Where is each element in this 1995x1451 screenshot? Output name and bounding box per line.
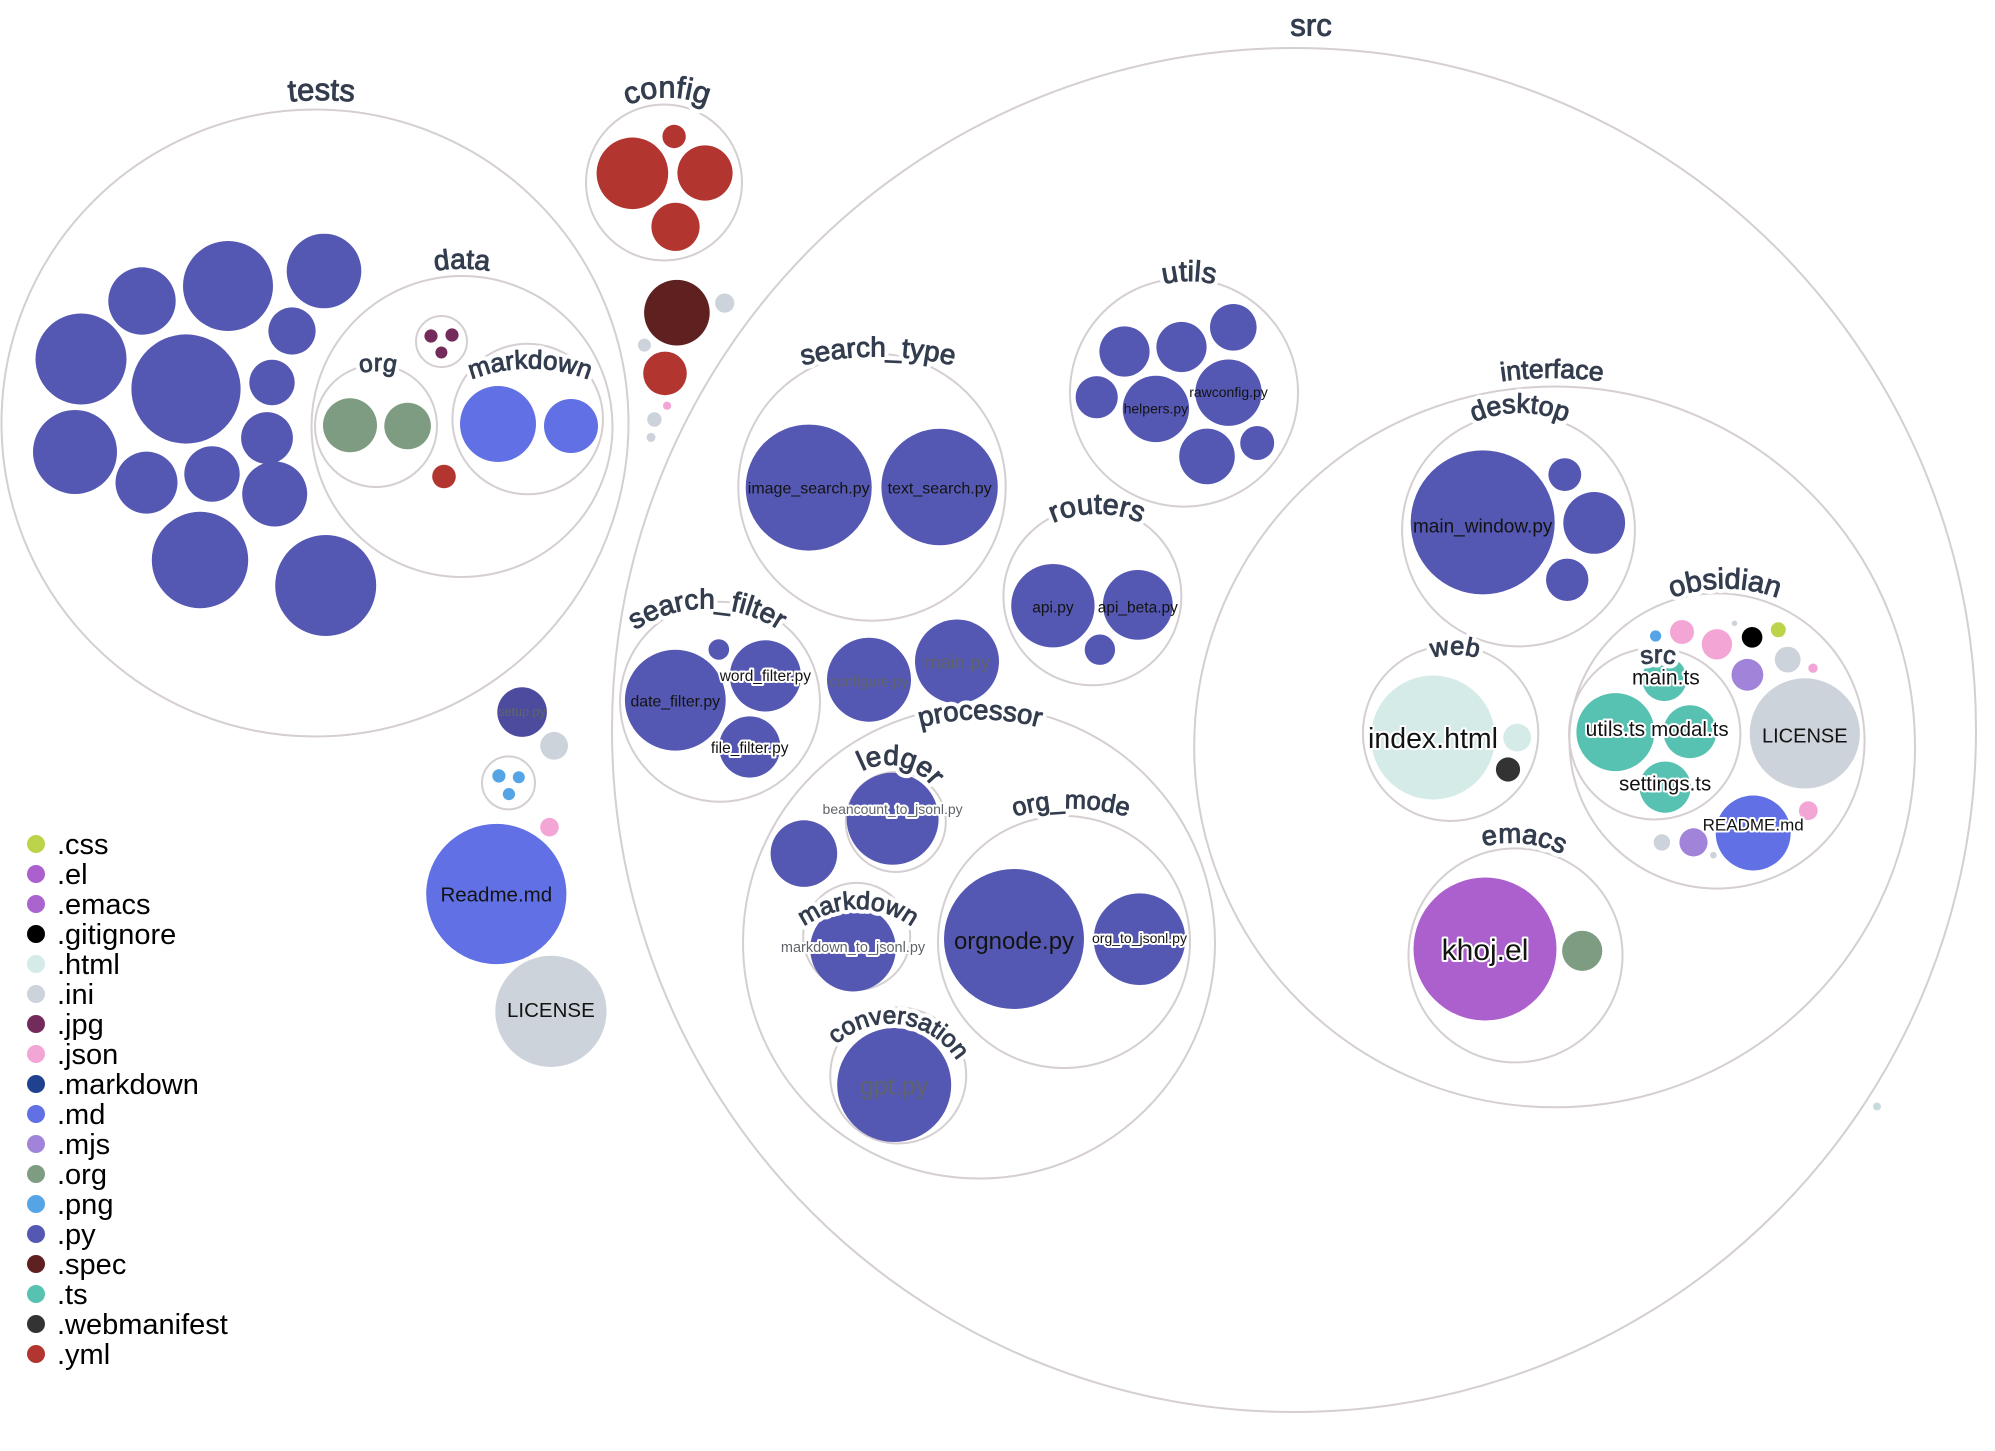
svg-text:.html: .html — [57, 949, 120, 981]
svg-text:settings.ts: settings.ts — [1619, 772, 1711, 795]
svg-text:markdown_to_jsonl.py: markdown_to_jsonl.py — [781, 940, 926, 956]
svg-text:text_search.py: text_search.py — [888, 481, 992, 498]
svg-text:orgnode.py: orgnode.py — [954, 928, 1074, 955]
svg-text:helpers.py: helpers.py — [1124, 400, 1189, 416]
svg-text:api.py: api.py — [1032, 600, 1074, 617]
svg-text:gpt.py: gpt.py — [860, 1073, 929, 1101]
svg-text:main.ts: main.ts — [1632, 667, 1700, 690]
svg-text:setup.py: setup.py — [498, 705, 546, 719]
svg-text:src: src — [1290, 8, 1332, 43]
svg-text:api_beta.py: api_beta.py — [1098, 600, 1178, 617]
svg-text:tests: tests — [286, 72, 356, 109]
svg-text:src: src — [1290, 8, 1332, 43]
svg-text:.gitignore: .gitignore — [57, 919, 176, 951]
svg-text:image_search.py: image_search.py — [748, 481, 870, 498]
svg-text:interface: interface — [1498, 354, 1605, 387]
svg-text:org_to_jsonl.py: org_to_jsonl.py — [1092, 930, 1187, 946]
svg-text:.org: .org — [57, 1159, 107, 1191]
svg-text:.emacs: .emacs — [57, 889, 150, 921]
svg-text:.py: .py — [57, 1219, 96, 1251]
svg-text:LICENSE: LICENSE — [507, 999, 595, 1022]
svg-text:LICENSE: LICENSE — [1762, 726, 1848, 748]
svg-text:.yml: .yml — [57, 1339, 110, 1371]
svg-text:org: org — [357, 350, 399, 379]
svg-text:web: web — [1427, 632, 1483, 663]
svg-text:.css: .css — [57, 829, 109, 861]
svg-text:README.md: README.md — [1703, 816, 1804, 835]
svg-text:utils.ts: utils.ts — [1586, 718, 1646, 741]
svg-text:data: data — [432, 243, 493, 276]
svg-text:.el: .el — [57, 859, 88, 891]
svg-text:word_filter.py: word_filter.py — [719, 668, 812, 685]
svg-text:beancount_to_jsonl.py: beancount_to_jsonl.py — [823, 801, 963, 817]
svg-text:.json: .json — [57, 1039, 118, 1071]
svg-text:date_filter.py: date_filter.py — [631, 694, 721, 711]
svg-text:.spec: .spec — [57, 1249, 126, 1281]
svg-text:index.html: index.html — [1368, 723, 1498, 755]
svg-text:.markdown: .markdown — [57, 1069, 199, 1101]
svg-text:.webmanifest: .webmanifest — [57, 1309, 228, 1341]
svg-text:main.py: main.py — [925, 652, 991, 673]
svg-text:.jpg: .jpg — [57, 1009, 104, 1041]
svg-text:modal.ts: modal.ts — [1651, 718, 1728, 741]
svg-text:utils: utils — [1159, 256, 1219, 291]
svg-text:.ini: .ini — [57, 979, 94, 1011]
svg-text:desktop: desktop — [1466, 389, 1574, 428]
svg-text:file_filter.py: file_filter.py — [711, 740, 789, 757]
svg-text:Readme.md: Readme.md — [440, 883, 552, 906]
svg-text:search_type: search_type — [797, 332, 958, 372]
svg-text:.png: .png — [57, 1189, 113, 1221]
svg-text:.md: .md — [57, 1099, 105, 1131]
svg-text:configure.py: configure.py — [830, 674, 910, 690]
svg-text:data: data — [432, 243, 493, 276]
svg-text:rawconfig.py: rawconfig.py — [1189, 384, 1268, 400]
svg-text:khoj.el: khoj.el — [1442, 934, 1529, 967]
svg-text:.mjs: .mjs — [57, 1129, 110, 1161]
svg-text:src: src — [1638, 641, 1678, 671]
svg-text:main_window.py: main_window.py — [1413, 517, 1553, 538]
svg-text:.ts: .ts — [57, 1279, 88, 1311]
svg-text:web: web — [1427, 632, 1483, 663]
svg-text:tests: tests — [286, 72, 356, 109]
svg-text:utils: utils — [1159, 256, 1219, 291]
